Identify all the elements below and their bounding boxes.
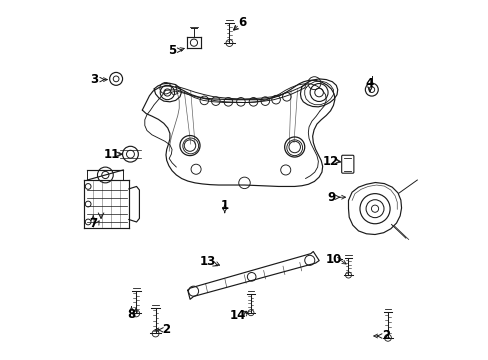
Text: 2: 2 bbox=[162, 323, 170, 336]
Text: 10: 10 bbox=[325, 253, 341, 266]
Text: 5: 5 bbox=[167, 44, 176, 57]
Text: 8: 8 bbox=[127, 308, 135, 321]
Text: 12: 12 bbox=[322, 155, 338, 168]
Text: 3: 3 bbox=[90, 73, 99, 86]
Text: 13: 13 bbox=[200, 255, 216, 268]
Text: 6: 6 bbox=[238, 16, 246, 29]
Text: 7: 7 bbox=[89, 217, 97, 230]
Text: 2: 2 bbox=[381, 329, 389, 342]
Text: 14: 14 bbox=[229, 309, 246, 322]
Text: 11: 11 bbox=[103, 148, 120, 161]
Text: 9: 9 bbox=[326, 191, 335, 204]
Text: 4: 4 bbox=[365, 77, 373, 90]
Text: 1: 1 bbox=[220, 199, 228, 212]
